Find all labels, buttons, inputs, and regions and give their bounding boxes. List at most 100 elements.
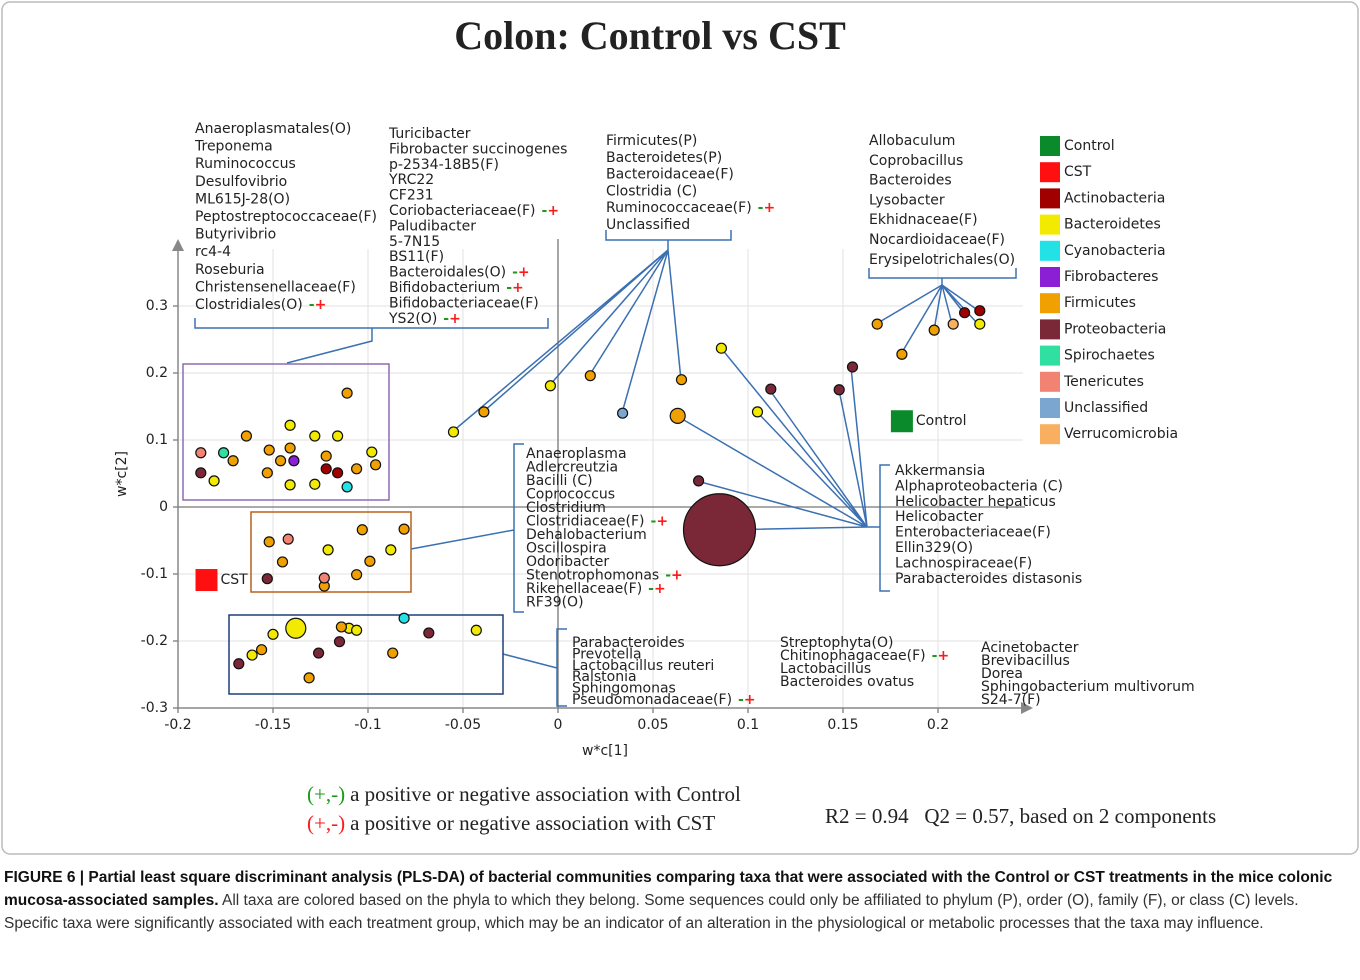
taxon-label: Enterobacteriaceae(F) (895, 525, 1051, 541)
control-sign: - (506, 280, 512, 296)
taxon-label: Lysobacter (869, 192, 945, 208)
y-tick-label: -0.2 (141, 633, 168, 649)
taxon-label: Paludibacter (389, 218, 476, 234)
taxon-label: Fibrobacter succinogenes (389, 141, 567, 157)
taxon-label: S24-7(F) (981, 692, 1041, 708)
legend-label: Fibrobacteres (1064, 269, 1158, 285)
control-sign: - (738, 692, 744, 708)
cst-sign: + (763, 200, 775, 216)
taxon-name: Bacteroidales(O) (389, 265, 506, 281)
taxon-label: Acinetobacter (981, 640, 1079, 656)
legend-label: Cyanobacteria (1064, 243, 1166, 259)
taxon-label: Dorea (981, 666, 1023, 682)
leader (875, 284, 980, 355)
legend-label: Actinobacteria (1064, 190, 1165, 206)
taxon-point (751, 406, 764, 418)
taxon-label: Clostridiales(O) -+ (195, 297, 326, 313)
taxon-point (478, 406, 490, 418)
y-axis-label: w*c[2] (114, 451, 130, 497)
taxon-point (669, 407, 686, 424)
taxon-label: Anaeroplasma (526, 446, 627, 462)
taxon-label: Allobaculum (869, 133, 955, 149)
group-marker (195, 569, 218, 592)
legend-swatch (1040, 398, 1060, 418)
cst-sign: + (656, 514, 668, 530)
note-text: a positive or negative association with … (350, 782, 741, 806)
taxon-label: Anaeroplasmatales(O) (195, 121, 351, 137)
taxon-point (227, 455, 239, 467)
y-tick-label: 0 (159, 499, 168, 515)
taxon-label: Ellin329(O) (895, 540, 973, 556)
taxon-label: Erysipelotrichales(O) (869, 252, 1015, 268)
taxon-point (584, 370, 596, 382)
bracket (194, 318, 549, 364)
cst-sign: + (937, 648, 949, 664)
taxon-label: Coprococcus (526, 487, 615, 503)
taxon-point (974, 305, 986, 317)
taxon-name: Bifidobacterium (389, 280, 500, 296)
taxon-point (544, 380, 557, 392)
taxon-name: YS2(O) (388, 311, 437, 327)
taxon-label: CF231 (389, 188, 434, 204)
chart: Colon: Control vs CST -0.2 -0.15 -0.1 -0.05… (1, 1, 1359, 855)
taxon-label: Treponema (194, 139, 273, 155)
taxon-point (263, 444, 275, 456)
taxon-name: Chitinophagaceae(F) (780, 648, 926, 664)
taxon-label: Prevotella (572, 646, 642, 662)
caption-text: All taxa are colored based on the phyla … (4, 892, 1299, 932)
x-tick-label: -0.15 (255, 717, 291, 733)
taxon-point (833, 384, 845, 396)
chart-title: Colon: Control vs CST (454, 13, 846, 58)
x-tick-label: 0.2 (927, 717, 949, 733)
bracket (605, 230, 732, 250)
taxon-point (261, 573, 273, 585)
taxon-point (284, 479, 296, 491)
taxon-point (423, 627, 435, 639)
x-tick-label: -0.05 (445, 717, 481, 733)
note-text: a positive or negative association with … (350, 811, 715, 835)
taxon-name: Pseudomonadaceae(F) (572, 692, 732, 708)
taxon-label: Lactobacillus (780, 661, 871, 677)
taxon-point (947, 318, 959, 330)
legend-swatch (1040, 214, 1060, 235)
taxon-point (261, 467, 273, 479)
taxon-label: Akkermansia (895, 463, 985, 479)
cst-sign: + (654, 581, 666, 597)
legend-label: Tenericutes (1063, 374, 1144, 390)
taxon-point (385, 544, 397, 556)
taxon-label: Dehalobacterium (526, 527, 647, 543)
taxon-point (263, 536, 275, 548)
taxon-point (616, 407, 629, 419)
taxon-label: Bacteroides (869, 173, 952, 189)
taxon-label: ML615J-28(O) (195, 191, 290, 207)
cluster-box (182, 363, 390, 501)
taxon-point (276, 556, 289, 568)
taxon-point (351, 624, 363, 636)
taxon-point (195, 447, 207, 459)
legend-swatch (1040, 267, 1060, 287)
taxon-label: Streptophyta(O) (780, 635, 893, 651)
taxon-point (335, 621, 347, 633)
taxon-point (284, 442, 296, 454)
legend-swatch (1040, 424, 1060, 445)
taxon-label: Clostridiaceae(F) -+ (526, 514, 668, 530)
taxon-label: Odoribacter (526, 554, 609, 570)
taxon-point (285, 617, 307, 639)
control-sign: - (309, 297, 315, 313)
taxon-point (341, 481, 353, 493)
taxon-point (195, 467, 207, 479)
taxon-point (309, 478, 321, 490)
control-sign: - (932, 648, 938, 664)
taxon-point (447, 426, 460, 438)
taxon-point (218, 447, 230, 459)
taxon-label: rc4-4 (195, 244, 231, 260)
taxon-point (267, 628, 279, 640)
figure-frame (1, 1, 1359, 855)
taxon-label: RF39(O) (526, 595, 584, 611)
legend-label: Spirochaetes (1064, 348, 1155, 364)
legend-label: Firmicutes (1064, 295, 1136, 311)
taxon-label: YS2(O) -+ (388, 311, 461, 327)
taxon-label: Alphaproteobacteria (C) (895, 478, 1063, 494)
taxon-label: Bifidobacterium -+ (389, 280, 524, 296)
